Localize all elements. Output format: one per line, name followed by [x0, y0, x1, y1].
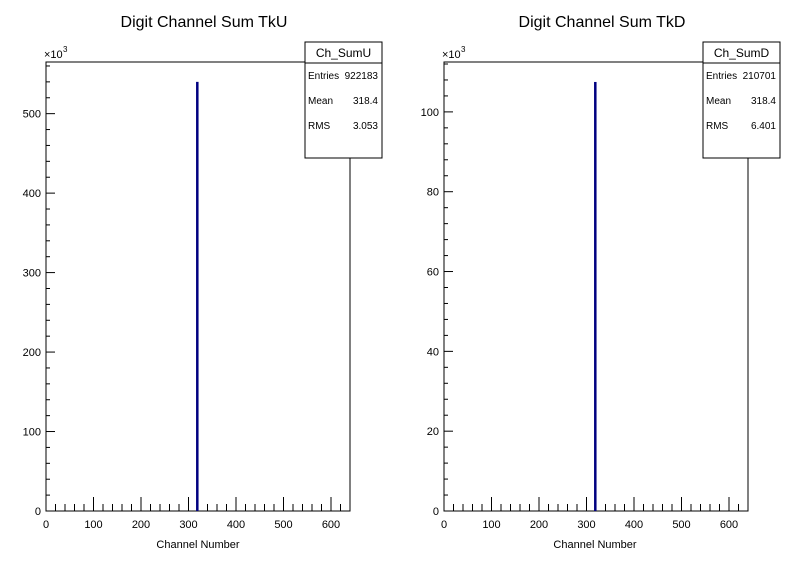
stats-box-title: Ch_SumU — [316, 46, 371, 60]
y-tick-label: 400 — [23, 188, 41, 200]
x-tick-label: 300 — [179, 519, 197, 531]
stats-box: Ch_SumU Entries 922183 Mean 318.4 RMS 3.053 — [304, 41, 383, 159]
y-tick-label: 500 — [23, 109, 41, 121]
y-tick-label: 300 — [23, 268, 41, 280]
x-tick-label: 200 — [530, 519, 548, 531]
chart-title: Digit Channel Sum TkU — [121, 14, 288, 31]
stats-box-title: Ch_SumD — [714, 46, 770, 60]
stats-label: Mean — [706, 96, 731, 107]
y-multiplier-exponent: 3 — [461, 45, 466, 54]
stats-value: 922183 — [345, 71, 379, 82]
histogram-panel-1: Digit Channel Sum TkU ×10 3 0 100 200 300 400 50… — [23, 14, 383, 551]
stats-value: 318.4 — [353, 96, 378, 107]
x-tick-label: 500 — [672, 519, 690, 531]
y-tick-label: 60 — [427, 267, 439, 279]
x-axis-label: Channel Number — [553, 539, 636, 551]
y-tick-label: 80 — [427, 187, 439, 199]
x-tick-label: 100 — [482, 519, 500, 531]
y-tick-label: 100 — [23, 427, 41, 439]
stats-box-frame — [304, 41, 383, 159]
stats-label: RMS — [308, 121, 331, 132]
y-multiplier-label: ×10 — [44, 49, 63, 61]
stats-value: 210701 — [743, 71, 777, 82]
x-tick-label: 0 — [441, 519, 447, 531]
stats-label: Mean — [308, 96, 333, 107]
histogram-panel-2: Digit Channel Sum TkD×10 30 100 200 300 400 50… — [421, 14, 781, 551]
y-tick-label: 0 — [35, 506, 41, 518]
y-tick-label: 20 — [427, 426, 439, 438]
x-tick-label: 600 — [720, 519, 738, 531]
x-tick-label: 500 — [274, 519, 292, 531]
x-axis-label: Channel Number — [156, 539, 239, 551]
stats-value: 6.401 — [751, 121, 776, 132]
x-tick-label: 100 — [84, 519, 102, 531]
x-tick-label: 600 — [322, 519, 340, 531]
x-tick-label: 200 — [132, 519, 150, 531]
x-tick-label: 400 — [625, 519, 643, 531]
y-tick-label: 100 — [421, 107, 439, 119]
stats-value: 318.4 — [751, 96, 776, 107]
stats-box-frame — [702, 41, 781, 159]
stats-box: Ch_SumD Entries 210701 Mean 318.4 RMS 6.401 — [702, 41, 781, 159]
y-multiplier-exponent: 3 — [63, 45, 68, 54]
y-tick-label: 40 — [427, 346, 439, 358]
y-multiplier-label: ×10 — [442, 49, 461, 61]
stats-value: 3.053 — [353, 121, 378, 132]
stats-label: Entries — [308, 71, 339, 82]
stats-label: RMS — [706, 121, 729, 132]
histogram-bar — [594, 81, 597, 511]
chart-title: Digit Channel Sum TkD — [519, 14, 686, 31]
x-tick-label: 300 — [577, 519, 595, 531]
y-tick-label: 0 — [433, 506, 439, 518]
stats-label: Entries — [706, 71, 737, 82]
y-tick-label: 200 — [23, 347, 41, 359]
histogram-bar — [196, 81, 199, 512]
x-tick-label: 0 — [43, 519, 49, 531]
x-tick-label: 400 — [227, 519, 245, 531]
